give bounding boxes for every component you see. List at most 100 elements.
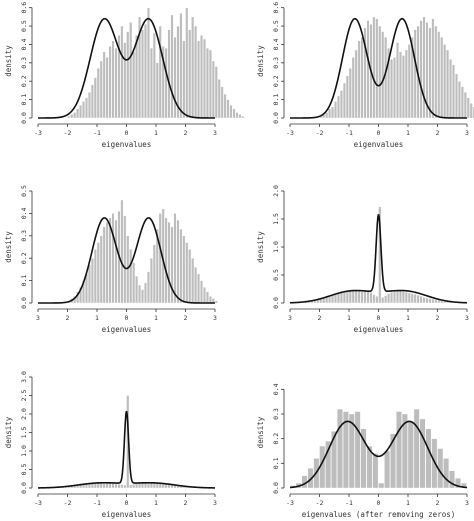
histogram-bar [111, 483, 115, 489]
histogram-bar [357, 289, 361, 304]
x-tick-label: -1 [93, 499, 101, 507]
histogram-bar [235, 112, 239, 119]
histogram-bar [205, 47, 209, 119]
histogram-bar [337, 95, 340, 119]
histogram-bar [393, 291, 396, 304]
histogram-bar [117, 484, 121, 489]
histogram-bar [164, 217, 168, 304]
histogram-bar [375, 18, 379, 119]
histogram-bar [141, 289, 144, 304]
y-tick-label: 0.2 [20, 75, 28, 87]
histogram-bar [419, 296, 423, 304]
histogram-bar [76, 108, 80, 119]
histogram-bar [79, 104, 83, 119]
chart-panel-3: 3 2 1 0 1 2 3 0.0 0.1 0.2 0.3 0.4 0.5 eigenvalues dens… [4, 185, 218, 334]
histogram-bar [217, 79, 221, 119]
histogram-bar [167, 222, 171, 304]
histogram-bar [200, 35, 203, 119]
histogram-bar [437, 300, 441, 304]
histogram-bar [325, 297, 329, 304]
histogram-bar [390, 292, 394, 304]
histogram-bar [138, 483, 142, 489]
histogram-bar [176, 25, 180, 119]
histogram-bar [205, 291, 209, 304]
histogram-bar [167, 29, 171, 119]
histogram-bar [407, 421, 414, 489]
x-tick-label: 3 [465, 129, 469, 137]
histogram-bar [469, 103, 473, 119]
x-tick-label: 3 [288, 314, 292, 322]
x-axis-label: eigenvalues [102, 510, 152, 519]
y-axis-label: density [256, 45, 265, 77]
x-tick-label: 1 [154, 499, 158, 507]
x-tick-label: -3 [34, 129, 42, 137]
histogram-bar [307, 468, 314, 489]
x-tick-label: 0 [125, 314, 129, 322]
histogram-bar [143, 282, 147, 304]
y-axis-label: density [256, 416, 265, 448]
y-tick-label: 0.0 [272, 112, 280, 124]
histogram-bar [354, 411, 361, 489]
density-curve [38, 17, 215, 119]
y-tick-label: 0.1 [272, 457, 280, 469]
histogram-bar [401, 55, 405, 119]
x-tick-label: 2 [436, 129, 440, 137]
histogram-bar [434, 25, 438, 119]
x-axis-label: eigenvalues [354, 140, 404, 149]
y-tick-label: 0.4 [20, 207, 28, 219]
histogram-bar [455, 477, 461, 489]
histogram-bar [452, 64, 455, 119]
histogram-bar [413, 408, 420, 489]
x-axis-label: eigenvalues [102, 140, 152, 149]
x-tick-label: 3 [465, 499, 469, 507]
histogram-bar [117, 35, 121, 119]
histogram-bar [99, 235, 103, 304]
y-tick-label: 1.0 [272, 241, 280, 253]
histogram-bar [200, 280, 203, 304]
histogram-bar [322, 298, 326, 304]
histogram-bar [351, 57, 355, 119]
histogram-bar [449, 58, 453, 119]
histogram-bar [102, 226, 106, 304]
histogram-bar [425, 428, 432, 489]
density-curve [38, 217, 215, 304]
histogram-bar [337, 293, 340, 304]
histogram-bar [211, 60, 215, 119]
histogram-bar [404, 49, 408, 119]
histogram-bar [179, 12, 183, 119]
histogram-bar [108, 482, 112, 489]
histogram-bar [90, 258, 94, 304]
histogram-bar [369, 292, 373, 304]
histogram-bar [173, 36, 177, 119]
histogram-bar [238, 114, 242, 119]
histogram-bar [155, 62, 159, 119]
histogram-bar [143, 24, 147, 119]
x-axis-label: eigenvalues [354, 325, 404, 334]
histogram-bar [135, 275, 139, 304]
y-tick-label: 0.6 [272, 2, 280, 14]
x-tick-label: 3 [465, 314, 469, 322]
x-axis-label: eigenvalues (after removing zeros) [302, 510, 456, 519]
y-tick-label: 0.0 [272, 297, 280, 309]
histogram-bar [351, 291, 355, 304]
y-tick-label: 0.3 [272, 408, 280, 420]
histogram-bar [387, 47, 391, 119]
y-axis-label: density [4, 45, 13, 77]
x-tick-label: 3 [213, 499, 217, 507]
histogram-bar [188, 29, 192, 119]
histogram-bar [226, 99, 230, 119]
histogram-bar [105, 57, 109, 119]
histogram-bar [241, 115, 245, 119]
histogram-bar [102, 51, 106, 119]
y-axis-label: density [256, 231, 265, 263]
histogram-bar [384, 450, 391, 489]
histogram-bar [334, 294, 337, 304]
x-tick-label: 1 [406, 499, 410, 507]
histogram-bar [191, 16, 195, 119]
histogram-bar [129, 484, 133, 489]
y-tick-label: 0.5 [272, 20, 280, 32]
histogram-bar [158, 213, 162, 304]
histogram-bar [202, 287, 206, 304]
histogram-bar [185, 242, 189, 304]
histogram-bar [123, 215, 127, 304]
